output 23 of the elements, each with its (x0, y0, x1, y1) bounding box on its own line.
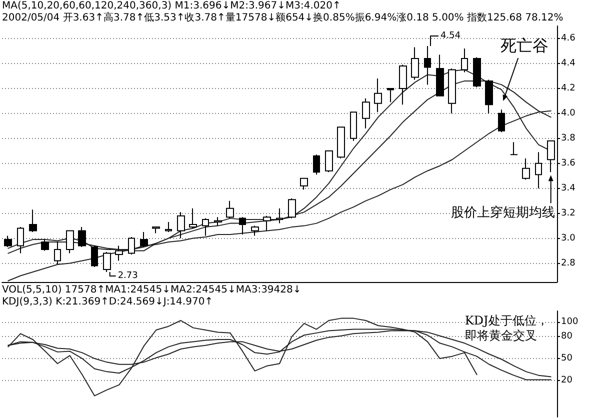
y-tick-label: 50 (561, 354, 573, 364)
annotation: 2.73 (118, 271, 138, 282)
y-tick-label: 3.4 (561, 183, 576, 194)
y-tick-label: 4.2 (561, 83, 576, 94)
y-tick-label: 4.6 (561, 33, 576, 44)
y-tick-label: 2.8 (561, 258, 576, 268)
y-tick-label: 4.4 (561, 58, 576, 68)
y-tick-label: 80 (561, 332, 573, 342)
chart-title: VOL(5,5,10) 17578↑MA1:24545↓MA2:24545↓MA3:39428↓ (2, 284, 302, 296)
y-tick-label: 3.2 (561, 208, 576, 218)
annotation: 4.54 (440, 30, 461, 41)
chart-subtitle: 2002/05/04 开3.63↑高3.78↑低3.53↑收3.78↑量17578↓额654↓换0.85%振6.94%涨0.18 5.00% 指数125.68 78.12% (2, 12, 564, 24)
y-tick-label: 3.6 (561, 158, 576, 168)
y-tick-label: 3.8 (561, 133, 576, 144)
y-tick-label: 20 (561, 375, 573, 386)
chart-subtitle: KDJ(9,3,3) K:21.369↑D:24.569↓J:14.970↑ (2, 296, 214, 308)
annotation: 股价上穿短期均线 (450, 206, 555, 221)
annotation: KDJ处于低位，即将黄金交叉 (464, 314, 548, 343)
annotation: 死亡谷 (500, 36, 549, 56)
y-tick-label: 4.0 (561, 108, 576, 118)
y-tick-label: 100 (561, 316, 578, 327)
y-tick-label: 3.0 (561, 233, 576, 244)
chart-title: MA(5,10,20,60,60,120,240,360,3) M1:3.696↓M2:3.967↓M3:4.020↑ (2, 0, 341, 12)
